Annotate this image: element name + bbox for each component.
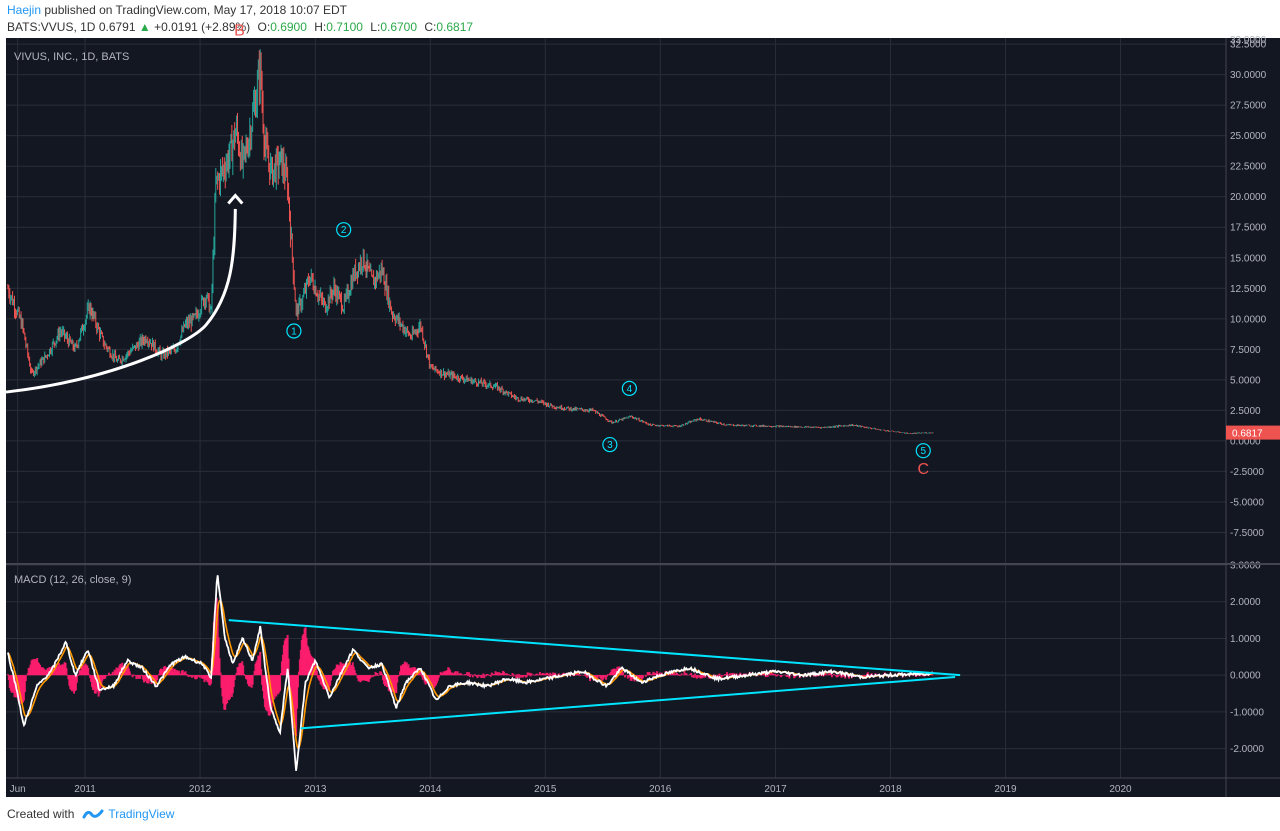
open-label: O: xyxy=(257,20,271,34)
symbol-label: BATS:VVUS, 1D xyxy=(7,20,96,34)
price-tick-label: 12.5000 xyxy=(1230,284,1267,295)
wave-letter-label: C xyxy=(918,461,930,478)
x-tick-label: 2020 xyxy=(1109,784,1132,795)
price-tick-label: 30.0000 xyxy=(1230,70,1267,81)
candlestick-series xyxy=(7,49,934,435)
close-value: 0.6817 xyxy=(436,20,474,34)
high-label: H: xyxy=(314,20,327,34)
macd-line xyxy=(7,575,934,771)
publish-line: Haejin published on TradingView.com, May… xyxy=(7,3,347,17)
open-value: 0.6900 xyxy=(270,20,307,34)
wave-count-circle xyxy=(602,436,618,453)
publish-text: published on TradingView.com, May 17, 20… xyxy=(41,3,347,17)
chart-background xyxy=(6,38,1226,797)
price-tick-label: -5.0000 xyxy=(1230,497,1264,508)
footer: Created with TradingView xyxy=(7,807,174,821)
created-with-text: Created with xyxy=(7,807,75,821)
price-tick-label: 22.5000 xyxy=(1230,162,1267,173)
wave-count-label: 1 xyxy=(291,327,297,338)
x-tick-label: 2017 xyxy=(764,784,787,795)
price-tick-label: 17.5000 xyxy=(1230,223,1267,234)
triangle-trendline xyxy=(228,619,961,677)
price-tick-label: -2.5000 xyxy=(1230,467,1264,478)
price-tick-label: 33.0000 xyxy=(1230,35,1267,46)
x-tick-label: 2016 xyxy=(649,784,672,795)
macd-tick-label: 2.0000 xyxy=(1230,597,1261,608)
chart-title: VIVUS, INC., 1D, BATS xyxy=(14,51,129,63)
low-value: 0.6700 xyxy=(380,20,418,34)
tradingview-logo-icon xyxy=(82,809,104,819)
price-tick-label: 27.5000 xyxy=(1230,101,1267,112)
white-curve-annotation xyxy=(5,208,237,394)
x-tick-label: 2012 xyxy=(189,784,212,795)
low-label: L: xyxy=(370,20,381,34)
wave-count-circle xyxy=(621,380,637,397)
high-value: 0.7100 xyxy=(326,20,363,34)
price-tick-label: 0.0000 xyxy=(1230,436,1261,447)
x-tick-label: Jun xyxy=(10,784,26,795)
price-tick-label: -7.5000 xyxy=(1230,528,1264,539)
macd-tick-label: 3.0000 xyxy=(1230,561,1261,572)
x-tick-label: 2013 xyxy=(304,784,327,795)
price-tick-label: 7.5000 xyxy=(1230,345,1261,356)
price-tick-label: 25.0000 xyxy=(1230,131,1267,142)
last-price: 0.6791 xyxy=(98,20,136,34)
brand-label: TradingView xyxy=(108,807,175,821)
up-arrow-icon: ▲ xyxy=(138,20,151,34)
price-tick-label: 32.5000 xyxy=(1230,40,1267,51)
wave-count-label: 5 xyxy=(921,446,927,457)
price-tick-label: 10.0000 xyxy=(1230,314,1267,325)
arrow-head-icon xyxy=(227,193,244,205)
x-tick-label: 2014 xyxy=(419,784,442,795)
wave-letter-label: B xyxy=(234,23,245,40)
close-label: C: xyxy=(424,20,437,34)
ohlc-line: BATS:VVUS, 1D 0.6791 ▲ +0.0191 (+2.89%) … xyxy=(7,20,473,34)
last-price-value: 0.6817 xyxy=(1232,429,1263,440)
wave-count-label: 3 xyxy=(607,440,613,451)
price-tick-label: 2.5000 xyxy=(1230,406,1261,417)
x-tick-label: 2019 xyxy=(994,784,1017,795)
triangle-trendline xyxy=(300,676,956,730)
wave-count-circle xyxy=(915,443,931,459)
change-value: +0.0191 (+2.89%) xyxy=(154,20,251,34)
price-axis-background xyxy=(1226,38,1280,797)
x-tick-label: 2018 xyxy=(879,784,902,795)
macd-tick-label: 1.0000 xyxy=(1230,634,1261,645)
macd-tick-label: -1.0000 xyxy=(1230,707,1264,718)
macd-title: MACD (12, 26, close, 9) xyxy=(14,574,131,586)
wave-count-label: 4 xyxy=(627,384,633,395)
tradingview-link[interactable]: TradingView xyxy=(82,807,174,821)
last-price-marker xyxy=(1226,425,1280,440)
price-tick-label: 15.0000 xyxy=(1230,253,1267,264)
wave-count-circle xyxy=(336,222,352,238)
x-tick-label: 2015 xyxy=(534,784,557,795)
x-tick-label: 2011 xyxy=(74,784,96,795)
wave-count-label: 2 xyxy=(341,225,347,236)
macd-tick-label: 0.0000 xyxy=(1230,671,1261,682)
price-tick-label: 5.0000 xyxy=(1230,375,1261,386)
wave-count-circle xyxy=(286,323,302,339)
author-link[interactable]: Haejin xyxy=(7,3,42,17)
price-tick-label: 20.0000 xyxy=(1230,192,1267,203)
macd-tick-label: -2.0000 xyxy=(1230,744,1264,755)
